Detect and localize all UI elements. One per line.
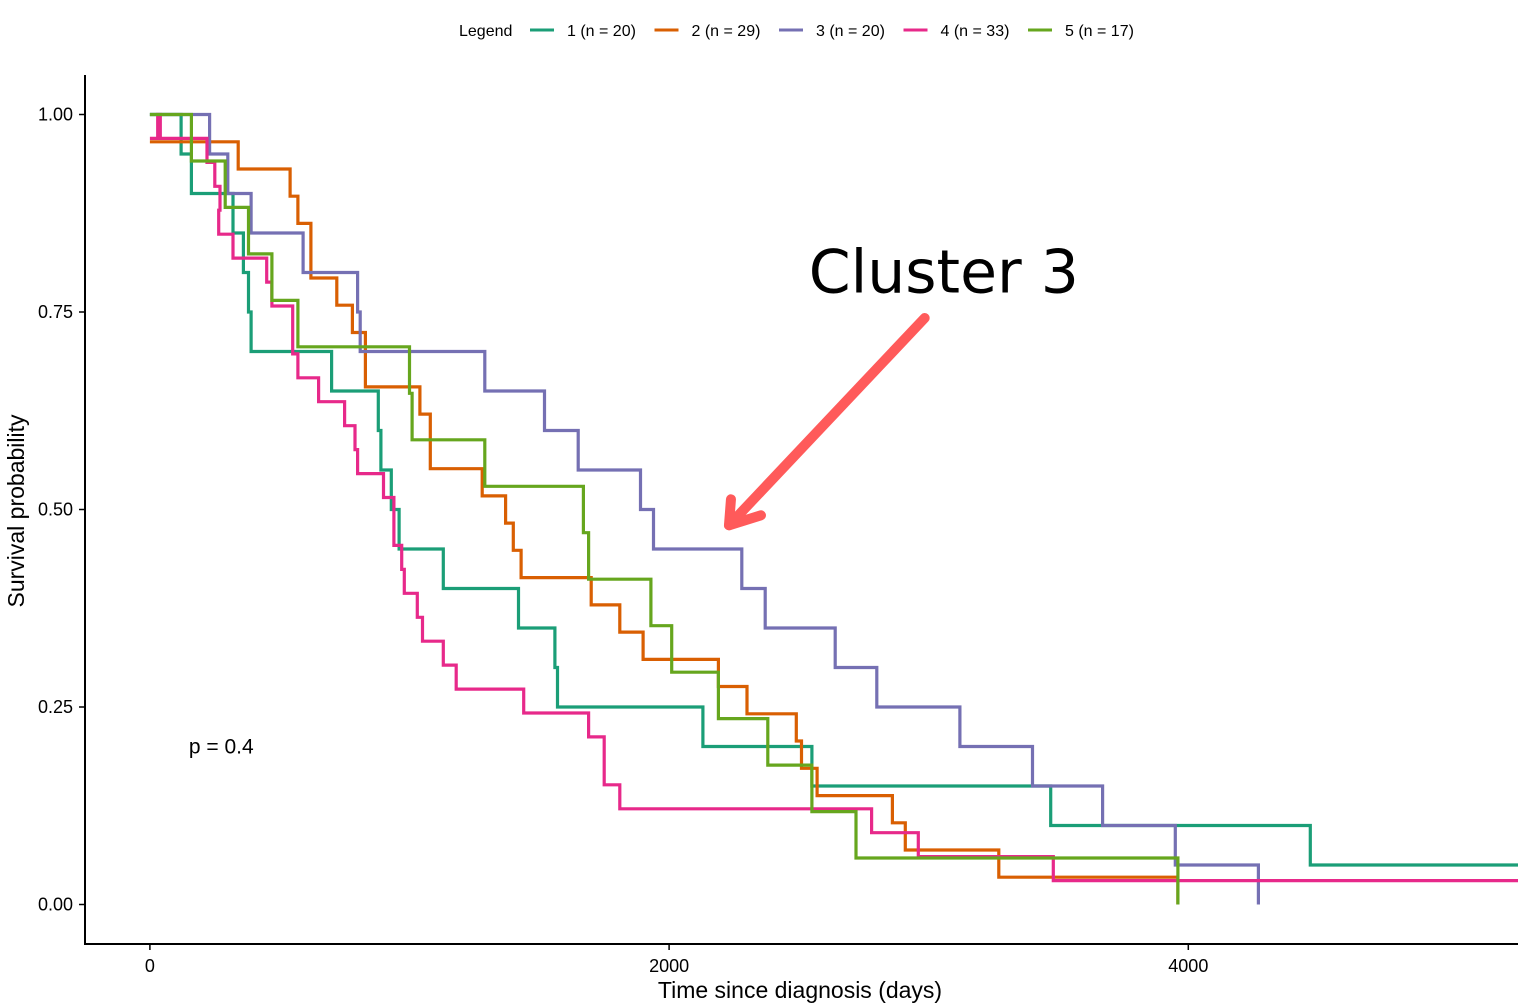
- series-line-2: [149, 140, 1180, 905]
- arrow-head: [723, 494, 766, 531]
- x-axis-title: Time since diagnosis (days): [658, 977, 942, 1003]
- y-tick-label: 0.25: [38, 697, 73, 717]
- axes: 0.00 0.25 0.50 0.75 1.00 0 2000 4000: [38, 75, 1518, 976]
- x-tick-label: 2000: [649, 956, 689, 976]
- series-line-3: [149, 112, 1260, 905]
- legend-entry-2: 2 (n = 29): [692, 23, 761, 40]
- series-line-1: [149, 112, 1518, 867]
- legend-entry-5: 5 (n = 17): [1065, 23, 1134, 40]
- annotation-arrow: [723, 313, 930, 531]
- cluster-annotation: Cluster 3: [723, 237, 1079, 531]
- legend-entry-4: 4 (n = 33): [941, 23, 1010, 40]
- legend-entry-1: 1 (n = 20): [567, 23, 636, 40]
- plot-area: [149, 112, 1518, 905]
- y-tick-label: 0.50: [38, 500, 73, 520]
- x-tick-label: 4000: [1168, 956, 1208, 976]
- x-tick-label: 0: [145, 956, 155, 976]
- y-tick-label: 0.00: [38, 895, 73, 915]
- series-line-5: [149, 112, 1180, 905]
- annotation-text: Cluster 3: [809, 237, 1079, 307]
- legend: Legend 1 (n = 20) 2 (n = 29) 3 (n = 20) 4 (…: [459, 23, 1134, 40]
- legend-title: Legend: [459, 23, 512, 40]
- y-tick-label: 1.00: [38, 105, 73, 125]
- series-line-4: [149, 112, 1518, 883]
- y-axis-title: Survival probability: [3, 414, 29, 608]
- arrow-shaft: [723, 313, 930, 531]
- y-tick-label: 0.75: [38, 302, 73, 322]
- p-value-label: p = 0.4: [189, 736, 254, 759]
- legend-entry-3: 3 (n = 20): [816, 23, 885, 40]
